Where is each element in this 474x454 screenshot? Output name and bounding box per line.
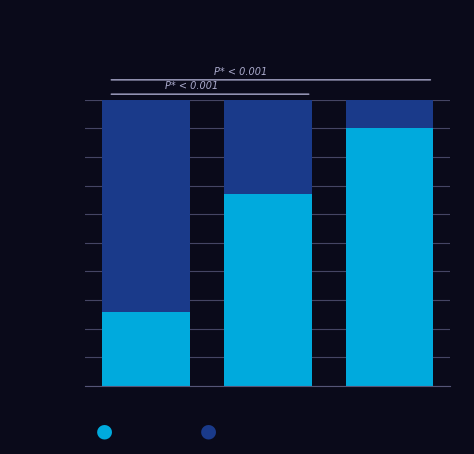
Text: P* < 0.001: P* < 0.001 (165, 81, 219, 91)
Bar (346, 100, 433, 128)
Text: ●: ● (96, 422, 113, 441)
Bar (102, 100, 190, 311)
Bar (224, 100, 311, 194)
Text: ●: ● (200, 422, 217, 441)
Bar (346, 128, 433, 386)
Bar (102, 311, 190, 386)
Bar (224, 194, 311, 386)
Text: P* < 0.001: P* < 0.001 (214, 67, 267, 77)
